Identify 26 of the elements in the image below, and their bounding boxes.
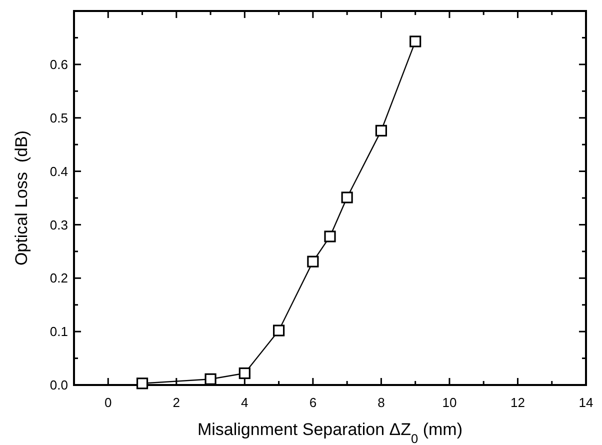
point [238,367,250,380]
y-tick-label: 0.4 [50,164,68,179]
point [307,256,319,268]
y-tick-label: 0.5 [50,110,68,126]
point [341,192,353,204]
x-tick-label: 0 [104,395,112,410]
point [324,230,336,242]
point [273,324,285,336]
x-tick-label: 6 [309,395,317,410]
x-tick-label: 10 [442,395,457,410]
x-tick-label: 14 [578,395,594,410]
x-tick-label: 8 [378,395,385,410]
y-tick-label: 0.1 [50,324,68,340]
x-axis-title: Misalignment Separation ΔZ$_{0}$ (mm) [197,420,463,445]
y-tick-label: 0.3 [50,217,68,232]
x-tick-label: 4 [241,395,248,410]
x-tick-label: 12 [510,395,525,410]
y-axis-title: Optical Loss (dB) [12,130,31,266]
y-tick-label: 0.0 [50,378,68,393]
point [136,378,148,390]
point [375,124,387,136]
x-tick-label: 2 [172,395,180,410]
y-tick-label: 0.2 [50,270,68,286]
y-tick-label: 0.6 [50,56,68,72]
point [410,36,422,48]
point [204,373,216,385]
